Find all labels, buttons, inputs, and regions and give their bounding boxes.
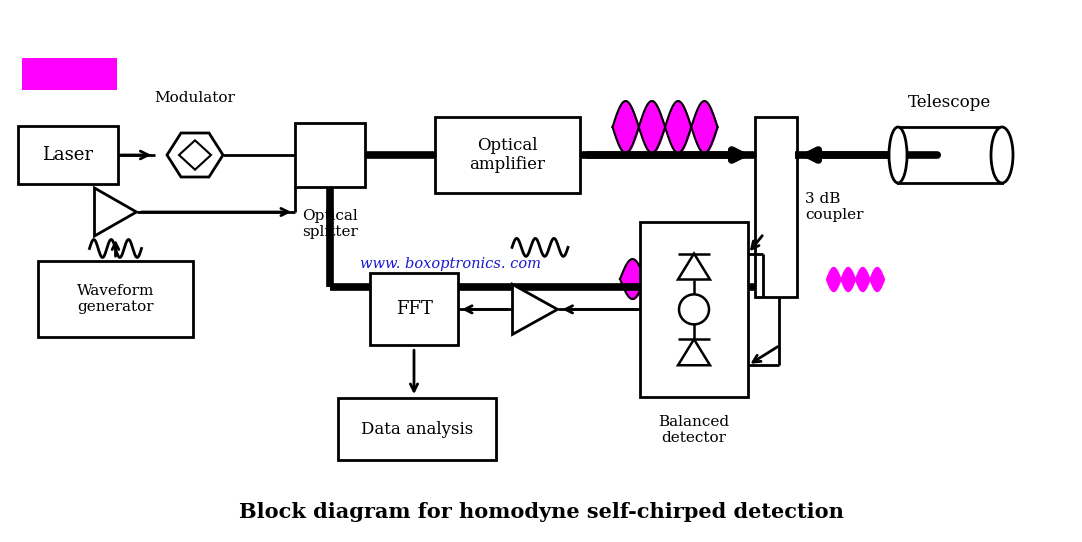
Bar xyxy=(370,273,458,345)
Text: 3 dB
coupler: 3 dB coupler xyxy=(805,192,863,222)
Text: Modulator: Modulator xyxy=(155,91,236,105)
Bar xyxy=(338,398,496,460)
Bar xyxy=(639,222,748,397)
Bar xyxy=(18,126,118,184)
Text: FFT: FFT xyxy=(396,300,433,318)
Text: Data analysis: Data analysis xyxy=(361,421,473,437)
Bar xyxy=(435,117,580,193)
Text: Telescope: Telescope xyxy=(909,94,991,111)
Bar xyxy=(755,117,797,297)
Polygon shape xyxy=(513,285,557,334)
Text: Optical
amplifier: Optical amplifier xyxy=(470,137,545,173)
Polygon shape xyxy=(167,133,223,177)
Bar xyxy=(22,58,117,90)
Bar xyxy=(295,123,365,187)
Ellipse shape xyxy=(991,127,1013,183)
Text: www. boxoptronics. com: www. boxoptronics. com xyxy=(359,257,541,271)
Text: Waveform
generator: Waveform generator xyxy=(77,284,155,314)
Text: Laser: Laser xyxy=(42,146,93,164)
Bar xyxy=(38,261,193,337)
Polygon shape xyxy=(94,188,136,236)
Text: Optical
splitter: Optical splitter xyxy=(302,209,358,239)
Bar xyxy=(898,127,1002,183)
Text: Block diagram for homodyne self-chirped detection: Block diagram for homodyne self-chirped … xyxy=(238,502,844,522)
Circle shape xyxy=(679,294,709,324)
Text: Balanced
detector: Balanced detector xyxy=(659,415,729,445)
Ellipse shape xyxy=(889,127,907,183)
